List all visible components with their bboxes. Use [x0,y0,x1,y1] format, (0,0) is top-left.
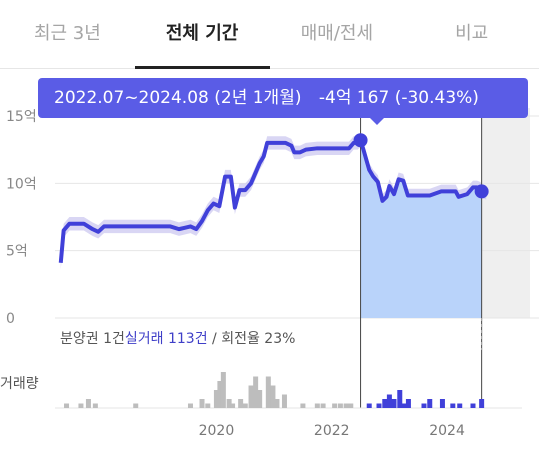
volume-bar [332,403,338,408]
trade-summary: 분양권 1건실거래 113건 / 회전율 23% [60,328,295,348]
x-tick-label: 2024 [429,423,465,439]
tooltip-change: -4억 167 (-30.43%) [318,88,479,108]
volume-bar [64,403,70,408]
volume-bar-highlight [421,403,427,408]
volume-bar [213,390,219,408]
volume-bar [199,399,205,408]
volume-bar [85,399,91,408]
trades-label[interactable]: 실거래 [124,331,164,347]
volume-bar [92,403,98,408]
volume-bar-highlight [382,399,388,408]
tab-recent-3-years[interactable]: 최근 3년 [33,23,101,44]
price-chart[interactable]: 15억 10억 5억 0 2020 2022 2024 [0,68,539,452]
volume-bar [230,403,236,408]
volume-bar [320,403,326,408]
future-area [481,108,530,318]
volume-bar-highlight [450,403,456,408]
volume-bar-highlight [391,399,397,408]
volume-bar-highlight [366,403,372,408]
volume-bar [300,403,306,408]
volume-bar [314,403,320,408]
volume-bar [226,399,232,408]
volume-bar [242,403,248,408]
range-start-handle[interactable] [353,133,368,148]
volume-bar-highlight [479,399,485,408]
volume-bar [133,403,139,408]
volume-bar-highlight [427,399,433,408]
volume-bar [337,403,343,408]
tab-compare[interactable]: 비교 [455,23,489,44]
y-tick-label: 10억 [6,176,37,192]
y-tick-label: 15억 [6,109,37,125]
volume-bar-highlight [405,399,411,408]
volume-bar [265,376,271,408]
volume-bar [281,394,287,408]
volume-label: 거래량 [0,376,39,392]
volume-bar [78,403,84,408]
x-tick-label: 2020 [199,423,235,439]
volume-bar [187,403,193,408]
volume-bar [257,390,263,408]
price-line [58,138,487,263]
volume-bar [270,385,276,408]
volume-bar [205,403,211,408]
trades-count[interactable]: 113건 [167,331,208,347]
volume-bar [348,403,354,408]
volume-bar [220,372,226,408]
x-tick-label: 2022 [314,423,350,439]
volume-bar [217,381,223,408]
presale-count: 분양권 1건 [60,331,125,347]
y-tick-label: 5억 [6,244,28,260]
volume-bar [274,399,280,408]
volume-bar-highlight [397,390,403,408]
volume-bar-highlight [376,403,382,408]
volume-bar [238,399,244,408]
volume-bar [343,403,349,408]
volume-bar-highlight [401,403,407,408]
volume-bar [248,385,254,408]
tab-bar: 최근 3년 전체 기간 매매/전세 비교 [0,0,539,69]
tooltip-range: 2022.07~2024.08 (2년 1개월) [54,88,302,108]
tab-sale-lease[interactable]: 매매/전세 [300,23,374,44]
y-tick-label: 0 [6,311,15,327]
range-end-handle[interactable] [474,184,489,199]
highlight-area [360,140,482,318]
volume-bar-highlight [457,403,463,408]
volume-bar-highlight [386,394,392,408]
volume-bar-highlight [439,399,445,408]
turnover-rate: / 회전율 23% [207,331,296,347]
tab-all-period[interactable]: 전체 기간 [134,0,270,69]
period-tooltip: 2022.07~2024.08 (2년 1개월) -4억 167 (-30.43… [38,78,528,118]
volume-bar-highlight [470,403,476,408]
tooltip-arrow-icon [369,117,385,125]
volume-bar [253,376,259,408]
